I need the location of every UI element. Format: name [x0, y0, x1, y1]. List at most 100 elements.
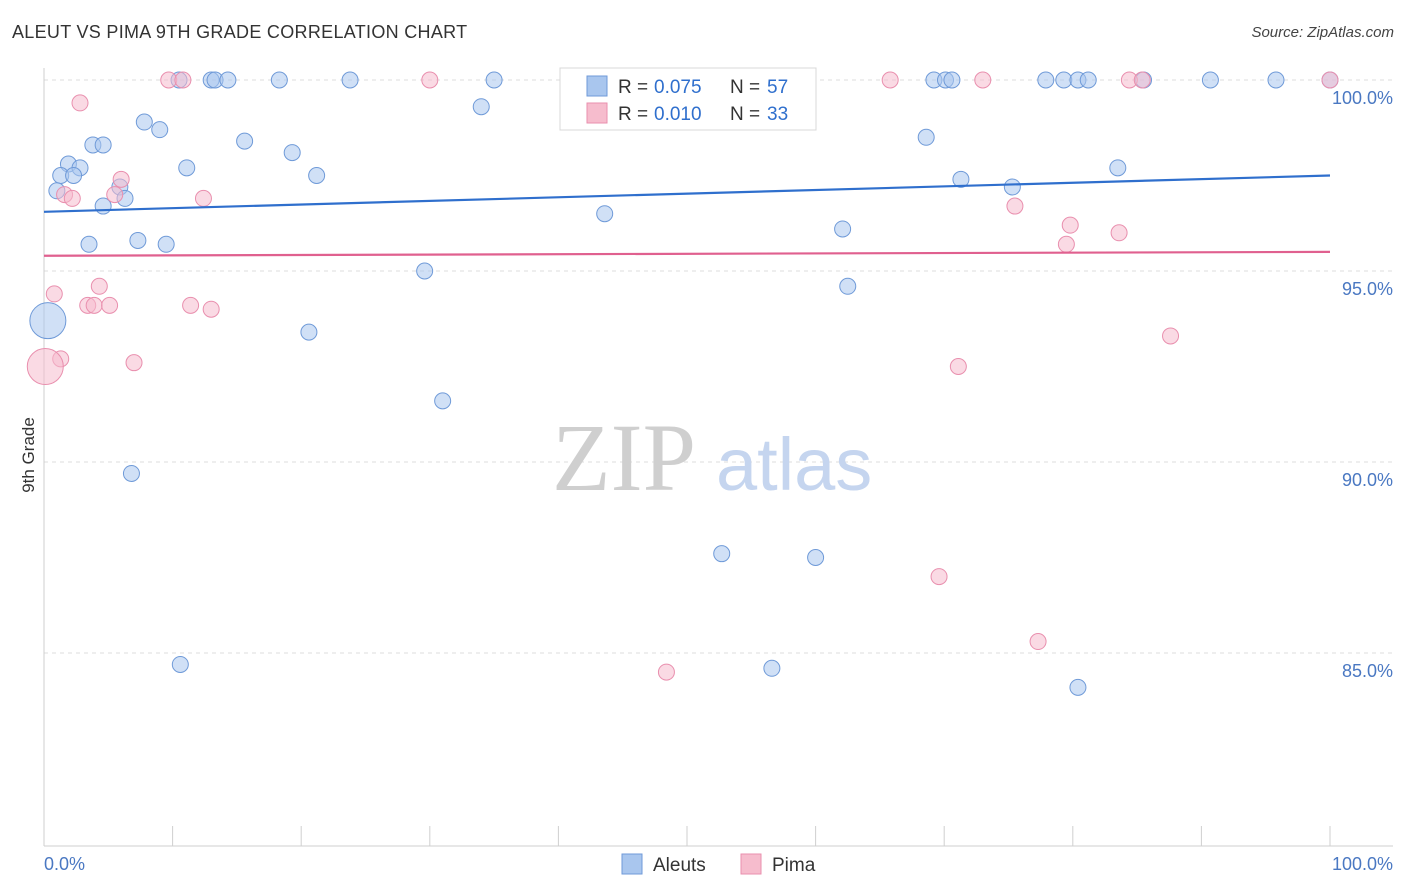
aleuts-point — [151, 121, 169, 139]
pima-point — [974, 71, 992, 89]
pima-point — [1162, 327, 1180, 345]
pima-point — [160, 71, 178, 89]
pima-point — [1133, 71, 1151, 89]
legend-aleuts-label: Aleuts — [653, 855, 706, 876]
legend-aleuts-swatch — [621, 853, 643, 875]
aleuts-point — [135, 113, 153, 131]
aleuts-point — [236, 132, 254, 150]
aleuts-point — [129, 231, 147, 249]
pima-point — [182, 296, 200, 314]
pima-point — [125, 354, 143, 372]
x-tick-label-max: 100.0% — [1332, 854, 1393, 874]
aleuts-point — [763, 659, 781, 677]
pima-point — [202, 300, 220, 318]
pima-point — [1006, 197, 1024, 215]
y-tick-label: 85.0% — [1342, 661, 1393, 681]
aleuts-point — [178, 159, 196, 177]
aleuts-point — [807, 549, 825, 566]
aleuts-point — [917, 128, 935, 146]
points-layer — [26, 71, 1339, 696]
pima-point — [194, 189, 212, 207]
aleuts-point — [283, 144, 301, 162]
pima-point — [421, 71, 439, 89]
pima-trend-line — [43, 250, 1331, 257]
pima-swatch — [586, 102, 608, 124]
aleuts-point — [952, 170, 970, 188]
aleuts-point — [1267, 71, 1285, 89]
pima-r-value: 0.010 — [654, 104, 702, 125]
source-credit: Source: ZipAtlas.com — [1251, 24, 1394, 41]
pima-point — [85, 296, 103, 314]
pima-point — [174, 71, 192, 89]
pima-point — [106, 186, 124, 204]
pima-point — [63, 189, 81, 207]
aleuts-point — [839, 277, 857, 295]
aleuts-point — [157, 235, 175, 253]
pima-point — [45, 285, 63, 303]
aleuts-point — [472, 98, 490, 116]
legend-pima-label: Pima — [772, 855, 816, 876]
pima-r-label: R = — [618, 104, 648, 125]
aleuts-point — [171, 655, 189, 673]
aleuts-point — [29, 302, 67, 340]
aleuts-point — [1055, 71, 1073, 89]
y-axis-title: 9th Grade — [19, 417, 38, 493]
y-tick-label: 100.0% — [1332, 88, 1393, 108]
aleuts-point — [270, 71, 288, 89]
pima-point — [101, 296, 119, 314]
pima-point — [881, 71, 899, 89]
aleuts-point — [94, 136, 112, 154]
aleuts-point — [834, 220, 852, 238]
aleuts-point — [65, 167, 83, 184]
pima-point — [90, 277, 108, 295]
aleuts-n-label: N = — [730, 77, 760, 98]
aleuts-swatch — [586, 75, 608, 97]
aleuts-point — [713, 545, 731, 563]
pima-point — [1321, 71, 1339, 89]
aleuts-point — [596, 205, 614, 223]
aleuts-point — [300, 323, 318, 341]
trend-layer — [43, 174, 1331, 257]
pima-point — [930, 568, 948, 586]
pima-n-label: N = — [730, 104, 760, 125]
aleuts-point — [485, 71, 503, 89]
axes-layer: 100.0% 95.0% 90.0% 85.0% — [43, 68, 1393, 847]
aleuts-point — [434, 392, 452, 410]
aleuts-point — [1079, 71, 1097, 89]
pima-point — [1057, 235, 1075, 253]
y-tick-label: 95.0% — [1342, 279, 1393, 299]
pima-point — [26, 348, 64, 385]
watermark-atlas: atlas — [716, 423, 872, 506]
chart-title: ALEUT VS PIMA 9TH GRADE CORRELATION CHAR… — [12, 22, 468, 42]
y-tick-label: 90.0% — [1342, 470, 1393, 490]
aleuts-point — [1037, 71, 1055, 89]
aleuts-point — [341, 71, 359, 89]
aleuts-point — [1003, 178, 1021, 196]
pima-point — [949, 358, 967, 375]
series-legend: Aleuts Pima — [621, 853, 816, 876]
aleuts-trend-line — [43, 174, 1331, 213]
aleuts-point — [1109, 159, 1127, 177]
pima-point — [1029, 633, 1047, 651]
aleuts-point — [1069, 678, 1087, 696]
aleuts-point — [943, 71, 961, 89]
aleuts-point — [1201, 71, 1219, 89]
pima-point — [1061, 216, 1079, 234]
aleuts-point — [122, 464, 140, 482]
aleuts-r-label: R = — [618, 77, 648, 98]
pima-n-value: 33 — [767, 104, 788, 125]
pima-point — [1110, 224, 1128, 242]
aleuts-r-value: 0.075 — [654, 77, 702, 98]
watermark: ZIP atlas — [552, 404, 872, 511]
aleuts-point — [219, 71, 237, 89]
x-tick-label-min: 0.0% — [44, 854, 85, 874]
stats-legend: R = 0.075 N = 57 R = 0.010 N = 33 — [559, 67, 817, 131]
aleuts-point — [308, 167, 326, 184]
grid-layer — [44, 79, 1393, 654]
pima-point — [112, 170, 130, 188]
pima-point — [657, 663, 675, 681]
aleuts-point — [416, 262, 434, 280]
aleuts-point — [80, 235, 98, 253]
watermark-zip: ZIP — [552, 404, 696, 511]
